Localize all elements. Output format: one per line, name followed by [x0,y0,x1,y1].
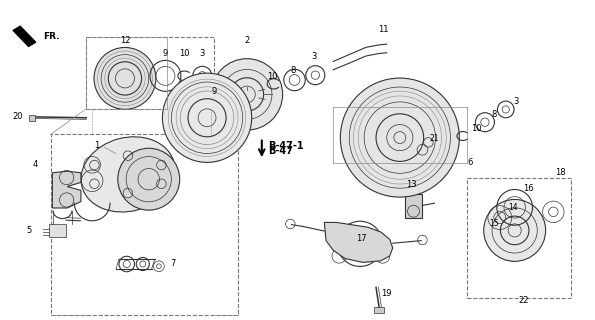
Polygon shape [52,171,81,208]
Text: B-47: B-47 [268,146,293,156]
Circle shape [118,148,180,210]
Circle shape [337,221,383,267]
Text: 4: 4 [33,160,38,169]
Text: 8: 8 [491,110,497,119]
Circle shape [484,199,546,261]
Circle shape [162,73,252,162]
Circle shape [94,47,156,109]
Text: 8: 8 [290,66,296,75]
Text: 9: 9 [212,87,217,96]
Text: 3: 3 [513,97,519,106]
Polygon shape [13,26,36,46]
Text: 3: 3 [311,52,317,60]
Text: 9: 9 [163,49,168,58]
Text: 17: 17 [356,234,367,243]
Text: FR.: FR. [43,32,60,41]
Text: 3: 3 [199,49,205,58]
Text: 22: 22 [518,296,529,305]
Text: 2: 2 [245,36,249,45]
Text: 6: 6 [467,158,473,167]
Text: 20: 20 [12,112,23,121]
Bar [374,307,384,313]
Text: 13: 13 [406,180,417,189]
Circle shape [340,78,459,197]
Text: 1: 1 [94,141,99,150]
Text: B-47-1: B-47-1 [268,140,303,151]
Text: 10: 10 [179,49,190,58]
Text: 14: 14 [508,203,518,212]
Text: 5: 5 [26,226,31,235]
Text: 12: 12 [120,36,130,45]
Text: 10: 10 [471,124,481,132]
Text: 19: 19 [381,289,392,298]
Text: 11: 11 [378,25,389,34]
Bar [86,37,214,109]
Polygon shape [324,222,393,262]
Bar [49,224,66,237]
Text: 16: 16 [523,184,534,193]
Text: 10: 10 [267,72,278,81]
Text: 21: 21 [430,134,439,143]
Ellipse shape [81,137,175,212]
Bar [405,194,422,218]
Bar [29,115,35,121]
Circle shape [211,59,283,130]
Text: 15: 15 [489,220,499,228]
Bar [51,134,238,315]
Bar [467,178,571,298]
Text: 7: 7 [170,259,176,268]
Text: 18: 18 [555,168,566,177]
